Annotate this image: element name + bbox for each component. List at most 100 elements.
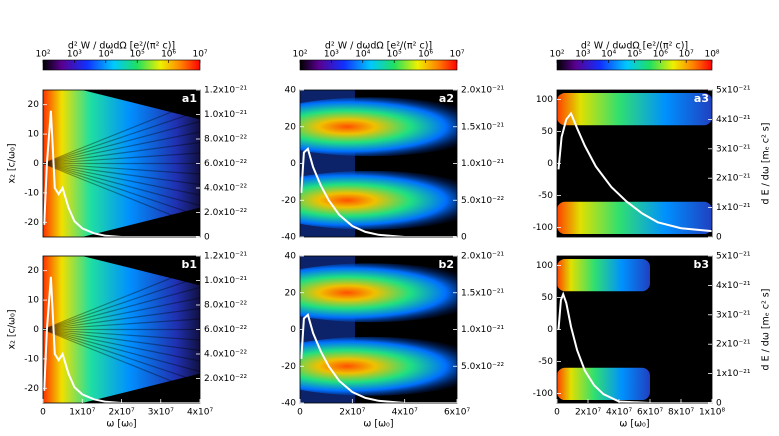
x-tick-label: 6x10⁷ <box>637 408 664 418</box>
y2-tick-label: 1.5x10⁻²¹ <box>461 122 504 132</box>
y-tick-label: 40 <box>285 252 297 262</box>
y-tick-label: 0 <box>547 325 553 335</box>
colorbar-tick-label: 10² <box>549 50 564 60</box>
panel-label: a3 <box>694 92 709 105</box>
y2-axis-label: d E / dω [mₑ c² s] <box>761 289 772 371</box>
y-tick-label: 20 <box>285 288 297 298</box>
plot-area <box>557 90 712 237</box>
y2-tick-label: 1.0x10⁻²¹ <box>204 110 247 120</box>
y-tick-label: -20 <box>24 218 39 228</box>
y-tick-label: -20 <box>281 362 296 372</box>
colorbar-tick-label: 10⁷ <box>679 50 694 60</box>
y2-tick-label: 2x10⁻²¹ <box>716 174 751 184</box>
y2-tick-label: 0 <box>461 233 467 243</box>
y2-tick-label: 4.0x10⁻²² <box>204 350 247 360</box>
heatmap-fringe <box>43 162 200 186</box>
x-tick-label: 2x10⁷ <box>339 408 366 418</box>
panel-label: a1 <box>182 92 197 105</box>
x-tick-label: 4x10⁷ <box>392 408 419 418</box>
plot-area <box>557 256 712 403</box>
x-axis-label: ω [ω₀] <box>619 419 649 430</box>
colorbar <box>299 59 458 71</box>
heatmap-fringe <box>43 110 200 165</box>
colorbar-tick-label: 10³ <box>324 50 339 60</box>
y2-tick-label: 1.0x10⁻²¹ <box>204 276 247 286</box>
heatmap-band <box>557 258 650 292</box>
y2-tick-label: 0 <box>204 233 210 243</box>
y2-tick-label: 3x10⁻²¹ <box>716 144 751 154</box>
spectrum-line <box>557 291 712 403</box>
panel-label: b3 <box>693 258 709 271</box>
plot-area <box>43 90 200 237</box>
y2-tick-label: 4x10⁻²¹ <box>716 115 751 125</box>
y2-axis-label: d E / dω [mₑ c² s] <box>761 123 772 205</box>
y-tick-label: -40 <box>281 399 296 409</box>
y-tick-label: 20 <box>285 122 297 132</box>
x-tick-label: 1x10⁷ <box>69 408 96 418</box>
heatmap-fringe <box>43 328 200 394</box>
y2-tick-label: 8.0x10⁻²² <box>204 301 247 311</box>
y2-tick-label: 5x10⁻²¹ <box>716 252 751 262</box>
y-tick-label: 0 <box>547 159 553 169</box>
y-tick-label: 0 <box>33 159 39 169</box>
heatmap-fringe <box>43 131 200 165</box>
x-tick-label: 0 <box>554 408 560 418</box>
heatmap-fringe <box>43 328 200 362</box>
y2-tick-label: 3x10⁻²¹ <box>716 310 751 320</box>
x-tick-label: 6x10⁷ <box>444 408 471 418</box>
y2-tick-label: 0 <box>716 233 722 243</box>
heatmap-fringe <box>43 99 200 165</box>
heatmap-fringe <box>43 328 200 373</box>
colorbar <box>42 59 201 71</box>
colorbar-tick-label: 10⁷ <box>449 50 464 60</box>
y-tick-label: -10 <box>24 188 39 198</box>
heatmap-field <box>43 90 200 237</box>
y2-tick-label: 0 <box>716 399 722 409</box>
heatmap-fringe <box>43 286 200 331</box>
heatmap-fringe <box>43 328 200 341</box>
y-tick-label: 100 <box>536 95 553 105</box>
plot-area <box>43 256 200 403</box>
y2-tick-label: 1x10⁻²¹ <box>716 203 751 213</box>
y2-tick-label: 5x10⁻²¹ <box>716 86 751 96</box>
y-axis-label: x₂ [c/ω₀] <box>7 309 18 349</box>
heatmap-fringe <box>43 162 200 207</box>
colorbar-tick-label: 10⁵ <box>387 50 402 60</box>
heatmap-fringe <box>43 276 200 331</box>
heatmap-fringe <box>43 120 200 165</box>
y-tick-label: 50 <box>542 293 554 303</box>
x-tick-label: 8x10⁷ <box>668 408 695 418</box>
y2-tick-label: 2.0x10⁻²² <box>204 374 247 384</box>
heatmap-fringe <box>43 162 200 217</box>
colorbar-label: d² W / dωdΩ [e²/(π² c)] <box>68 41 175 52</box>
colorbar-tick-label: 10⁴ <box>98 50 113 60</box>
panel-label: b1 <box>181 258 197 271</box>
y2-tick-label: 1x10⁻²¹ <box>716 369 751 379</box>
colorbar-tick-label: 10⁶ <box>653 50 668 60</box>
colorbar-tick-label: 10² <box>292 50 307 60</box>
x-tick-label: 1x10⁸ <box>699 408 726 418</box>
y2-tick-label: 4.0x10⁻²² <box>204 184 247 194</box>
panel-label: a2 <box>439 92 454 105</box>
colorbar-tick-label: 10⁴ <box>355 50 370 60</box>
colorbar-tick-label: 10³ <box>67 50 82 60</box>
heatmap-band <box>557 367 650 401</box>
heatmap-band <box>557 92 712 126</box>
y-tick-label: -40 <box>281 233 296 243</box>
y-tick-label: 10 <box>28 296 40 306</box>
heatmap-fringe <box>43 307 200 331</box>
spectrum-line <box>557 111 712 233</box>
heatmap-field <box>43 256 200 403</box>
colorbar-tick-label: 10⁷ <box>192 50 207 60</box>
x-axis-label: ω [ω₀] <box>363 419 393 430</box>
y-tick-label: -100 <box>533 223 554 233</box>
x-tick-label: 2x10⁷ <box>575 408 602 418</box>
colorbar-tick-label: 10⁶ <box>418 50 433 60</box>
heatmap-fringe <box>43 328 200 352</box>
heatmap-band <box>300 97 457 157</box>
x-tick-label: 4x10⁷ <box>606 408 633 418</box>
colorbar-tick-label: 10⁶ <box>161 50 176 60</box>
y-tick-label: -100 <box>533 389 554 399</box>
y2-tick-label: 1.0x10⁻²¹ <box>461 159 504 169</box>
